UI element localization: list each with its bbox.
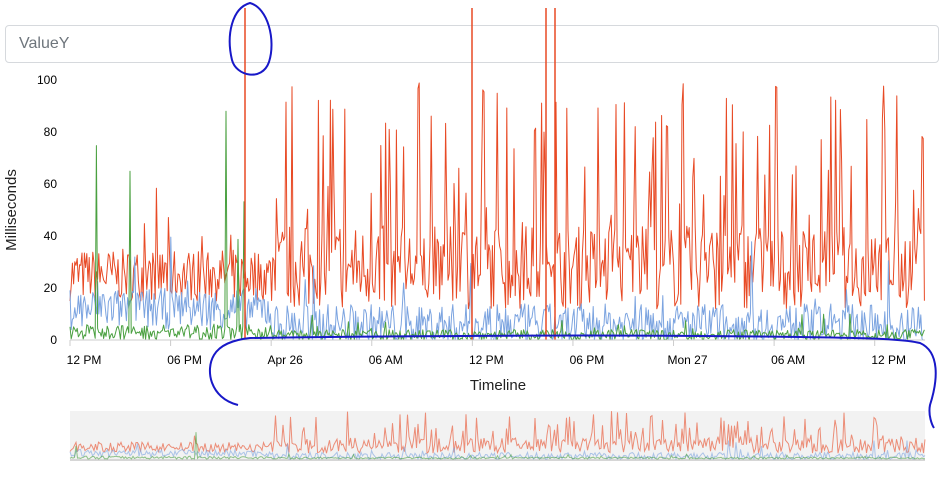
series-line-1 bbox=[69, 82, 925, 310]
navigator[interactable] bbox=[69, 411, 926, 461]
navigator-series-line-3 bbox=[69, 432, 925, 460]
y-tick-label: 20 bbox=[44, 281, 58, 295]
navigator-series-line-1 bbox=[69, 411, 926, 455]
y-axis-title: Milliseconds bbox=[3, 169, 20, 251]
series-selector-value: ValueY bbox=[19, 35, 70, 52]
x-tick-label: 12 PM bbox=[871, 353, 906, 367]
plot-area: 0 20 40 60 80 100 12 PM 06 PM Apr 26 06 AM 12 PM 0… bbox=[3, 8, 925, 394]
y-tick-label: 40 bbox=[44, 229, 58, 243]
x-tick-label: Mon 27 bbox=[668, 353, 708, 367]
x-tick-label: 12 PM bbox=[469, 353, 504, 367]
x-tick-label: 12 PM bbox=[67, 353, 102, 367]
x-tick-label: 06 AM bbox=[369, 353, 403, 367]
series-lines bbox=[69, 8, 925, 341]
x-axis-ticks: 12 PM 06 PM Apr 26 06 AM 12 PM 06 PM Mon 27 06 … bbox=[67, 340, 906, 367]
navigator-series bbox=[69, 411, 926, 461]
x-axis-title: Timeline bbox=[470, 377, 526, 394]
y-tick-label: 100 bbox=[37, 73, 57, 87]
x-tick-label: 06 AM bbox=[771, 353, 805, 367]
y-tick-label: 0 bbox=[50, 333, 57, 347]
navigator-series-line-2 bbox=[69, 440, 926, 461]
annotations bbox=[209, 1, 937, 429]
series-line-2 bbox=[69, 236, 925, 341]
x-tick-label: 06 PM bbox=[570, 353, 605, 367]
x-tick-label: Apr 26 bbox=[267, 353, 303, 367]
y-tick-label: 60 bbox=[44, 177, 58, 191]
x-tick-label: 06 PM bbox=[167, 353, 202, 367]
y-axis-ticks: 0 20 40 60 80 100 bbox=[37, 73, 57, 347]
annotation-bracket bbox=[209, 334, 937, 429]
y-tick-label: 80 bbox=[44, 125, 58, 139]
annotation-circle bbox=[228, 1, 273, 76]
